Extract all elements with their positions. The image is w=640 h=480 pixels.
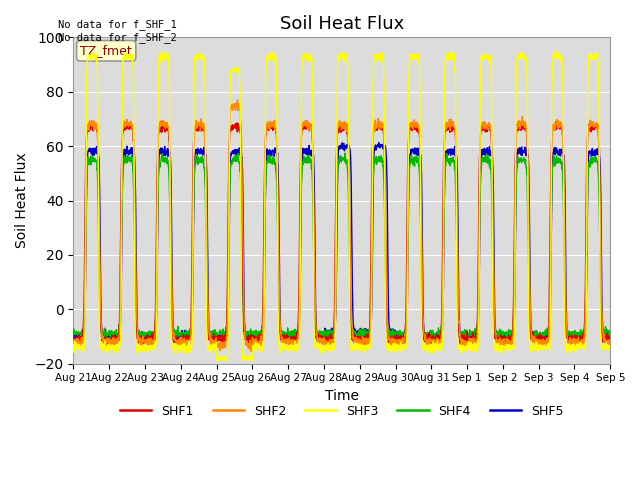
Line: SHF3: SHF3: [74, 51, 611, 361]
SHF5: [495, 342, 502, 348]
SHF2: [574, 340, 582, 346]
X-axis label: Time: Time: [325, 389, 359, 403]
Line: SHF2: SHF2: [74, 100, 611, 351]
SHF3: [358, 343, 365, 349]
SHF2: [559, 149, 567, 155]
Y-axis label: Soil Heat Flux: Soil Heat Flux: [15, 153, 29, 248]
SHF1: [220, 340, 227, 346]
SHF4: [426, 337, 433, 343]
Text: TZ_fmet: TZ_fmet: [81, 44, 132, 57]
SHF5: [499, 335, 506, 341]
SHF4: [369, 178, 377, 184]
SHF4: [574, 333, 582, 338]
SHF1: [559, 142, 567, 148]
Text: No data for f_SHF_1
No data for f_SHF_2: No data for f_SHF_1 No data for f_SHF_2: [58, 19, 177, 43]
SHF4: [499, 329, 506, 335]
SHF4: [220, 326, 227, 332]
SHF1: [607, 339, 614, 345]
SHF1: [499, 335, 506, 341]
SHF5: [375, 140, 383, 145]
SHF4: [559, 192, 567, 198]
SHF3: [221, 358, 228, 364]
SHF1: [157, 119, 164, 124]
SHF3: [220, 356, 227, 361]
SHF3: [559, 116, 567, 121]
SHF3: [498, 349, 506, 355]
SHF5: [357, 330, 365, 336]
SHF2: [369, 131, 377, 137]
SHF4: [607, 333, 614, 339]
SHF5: [607, 335, 614, 340]
SHF2: [607, 337, 614, 343]
SHF1: [369, 128, 377, 134]
Title: Soil Heat Flux: Soil Heat Flux: [280, 15, 404, 33]
Legend: SHF1, SHF2, SHF3, SHF4, SHF5: SHF1, SHF2, SHF3, SHF4, SHF5: [115, 400, 568, 423]
SHF5: [574, 333, 582, 339]
SHF2: [234, 97, 241, 103]
SHF4: [70, 329, 77, 335]
SHF1: [361, 343, 369, 349]
Line: SHF1: SHF1: [74, 121, 611, 346]
SHF5: [70, 335, 77, 341]
SHF1: [574, 336, 582, 342]
SHF3: [369, 83, 377, 88]
SHF2: [499, 337, 506, 343]
SHF3: [70, 346, 77, 351]
SHF5: [559, 150, 567, 156]
SHF2: [220, 343, 227, 348]
SHF5: [220, 332, 227, 338]
SHF2: [70, 337, 77, 343]
SHF3: [607, 345, 614, 350]
Line: SHF5: SHF5: [74, 143, 611, 345]
SHF4: [358, 329, 365, 335]
SHF3: [554, 48, 561, 54]
Line: SHF4: SHF4: [74, 153, 611, 340]
SHF1: [358, 338, 365, 344]
SHF2: [247, 348, 255, 354]
SHF3: [574, 344, 582, 350]
SHF1: [70, 333, 77, 338]
SHF5: [369, 218, 376, 224]
SHF4: [341, 150, 349, 156]
SHF2: [358, 342, 365, 348]
